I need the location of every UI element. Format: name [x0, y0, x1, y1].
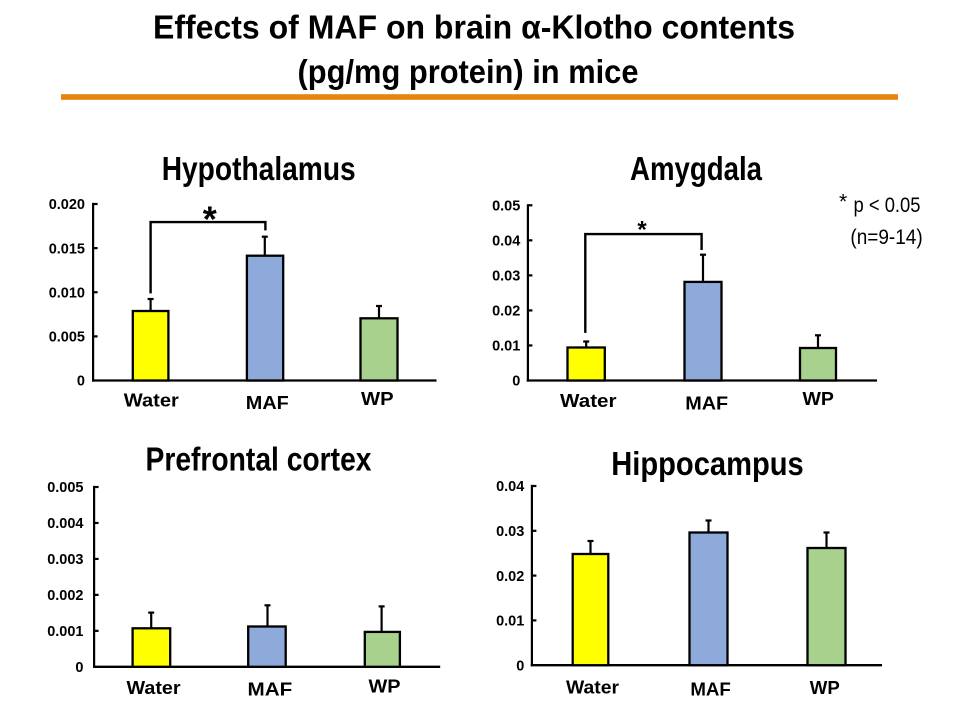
svg-text:MAF: MAF [685, 393, 728, 413]
svg-text:*: * [839, 191, 847, 214]
svg-text:Prefrontal cortex: Prefrontal cortex [146, 441, 373, 478]
svg-text:0.015: 0.015 [49, 241, 85, 257]
svg-text:0.02: 0.02 [492, 304, 520, 320]
svg-text:0.03: 0.03 [492, 269, 520, 285]
svg-text:0.001: 0.001 [47, 624, 83, 640]
svg-text:0: 0 [77, 374, 85, 390]
svg-text:MAF: MAF [248, 679, 293, 699]
svg-text:Water: Water [566, 678, 619, 698]
svg-text:WP: WP [361, 389, 394, 409]
svg-text:Water: Water [560, 391, 617, 411]
svg-text:0.03: 0.03 [496, 524, 524, 540]
svg-text:MAF: MAF [690, 680, 731, 700]
svg-text:0.005: 0.005 [47, 480, 83, 496]
svg-text:MAF: MAF [246, 393, 289, 413]
svg-text:Hippocampus: Hippocampus [611, 445, 804, 482]
svg-text:Amygdala: Amygdala [630, 150, 763, 187]
svg-text:Water: Water [124, 390, 179, 410]
svg-text:0.002: 0.002 [47, 588, 83, 604]
svg-text:WP: WP [803, 389, 834, 409]
svg-text:0.003: 0.003 [47, 552, 83, 568]
svg-text:0.05: 0.05 [492, 199, 520, 215]
svg-text:0.005: 0.005 [49, 330, 85, 346]
svg-text:0.010: 0.010 [49, 285, 85, 301]
svg-text:(pg/mg protein) in mice: (pg/mg protein) in mice [298, 53, 639, 90]
svg-text:Hypothalamus: Hypothalamus [162, 150, 356, 187]
svg-text:0.04: 0.04 [496, 479, 524, 495]
svg-text:WP: WP [810, 678, 840, 698]
svg-text:0: 0 [512, 374, 520, 390]
svg-text:0.01: 0.01 [492, 339, 520, 355]
svg-text:(n=9-14): (n=9-14) [850, 226, 922, 249]
svg-text:*: * [203, 199, 217, 240]
svg-text:0.01: 0.01 [496, 614, 524, 630]
svg-text:WP: WP [369, 677, 401, 697]
svg-text:0: 0 [75, 660, 83, 676]
svg-text:p < 0.05: p < 0.05 [854, 194, 921, 217]
svg-text:*: * [637, 216, 647, 243]
svg-text:0.04: 0.04 [492, 234, 520, 250]
svg-text:Effects of MAF on brain α-Klot: Effects of MAF on brain α-Klotho content… [153, 9, 795, 46]
svg-text:0.004: 0.004 [47, 516, 83, 532]
svg-text:Water: Water [127, 678, 181, 698]
svg-text:0.020: 0.020 [49, 197, 85, 213]
svg-text:0.02: 0.02 [496, 569, 524, 585]
svg-text:0: 0 [516, 658, 524, 674]
